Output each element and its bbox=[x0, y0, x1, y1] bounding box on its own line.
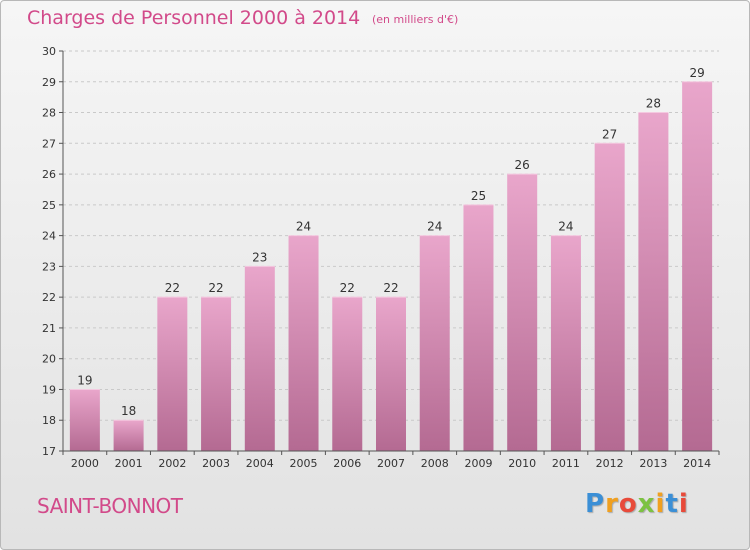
x-tick-label: 2006 bbox=[333, 457, 361, 470]
x-tick-label: 2013 bbox=[639, 457, 667, 470]
bar-2011 bbox=[550, 235, 581, 451]
x-tick-label: 2001 bbox=[115, 457, 143, 470]
logo-letter: o bbox=[618, 489, 638, 519]
logo-letter: P bbox=[585, 489, 606, 519]
x-tick-label: 2002 bbox=[158, 457, 186, 470]
x-tick-label: 2012 bbox=[596, 457, 624, 470]
x-tick-label: 2008 bbox=[421, 457, 449, 470]
data-label: 25 bbox=[471, 189, 486, 203]
data-label: 22 bbox=[165, 281, 180, 295]
data-label: 26 bbox=[515, 158, 530, 172]
y-tick-label: 26 bbox=[42, 168, 56, 181]
x-tick-label: 2009 bbox=[464, 457, 492, 470]
y-axis: 17 18 19 20 21 22 23 24 25 26 27 28 29 30 bbox=[42, 45, 64, 458]
bar-2002 bbox=[157, 297, 188, 451]
bar-2000 bbox=[69, 389, 100, 451]
y-tick-label: 20 bbox=[42, 353, 56, 366]
bar-2007 bbox=[376, 297, 406, 451]
bars bbox=[69, 81, 713, 452]
data-label: 29 bbox=[689, 66, 704, 80]
bar-2012 bbox=[594, 143, 625, 452]
y-tick-label: 19 bbox=[42, 383, 56, 396]
x-tick-label: 2007 bbox=[377, 457, 405, 470]
chart-title: Charges de Personnel 2000 à 2014 bbox=[27, 7, 361, 29]
logo-letter: i bbox=[655, 489, 666, 519]
bar-2008 bbox=[419, 235, 450, 451]
y-tick-label: 18 bbox=[42, 414, 56, 427]
x-tick-label: 2000 bbox=[71, 457, 99, 470]
data-label: 22 bbox=[208, 281, 223, 295]
logo-letter: x bbox=[637, 489, 656, 519]
bar-2010 bbox=[507, 174, 538, 452]
x-axis: 2000 2001 2002 2003 2004 2005 2006 2007 2008 2009… bbox=[62, 450, 720, 470]
data-label: 24 bbox=[296, 220, 311, 234]
data-label: 24 bbox=[558, 220, 573, 234]
y-tick-label: 30 bbox=[42, 45, 56, 58]
data-label: 19 bbox=[77, 373, 92, 387]
bar-2009 bbox=[463, 204, 494, 451]
y-tick-label: 22 bbox=[42, 291, 56, 304]
y-tick-label: 17 bbox=[42, 445, 56, 458]
bar-2004 bbox=[244, 266, 275, 451]
data-label: 22 bbox=[340, 281, 355, 295]
y-tick-label: 23 bbox=[42, 260, 56, 273]
y-tick-label: 21 bbox=[42, 322, 56, 335]
y-tick-label: 25 bbox=[42, 199, 56, 212]
data-label: 23 bbox=[252, 250, 267, 264]
y-tick-label: 24 bbox=[42, 230, 56, 243]
y-tick-label: 28 bbox=[42, 107, 56, 120]
data-label: 24 bbox=[427, 220, 442, 234]
data-label: 18 bbox=[121, 404, 136, 418]
x-tick-label: 2014 bbox=[683, 457, 711, 470]
bar-2005 bbox=[288, 235, 319, 451]
x-tick-label: 2011 bbox=[552, 457, 580, 470]
data-label: 22 bbox=[383, 281, 398, 295]
y-tick-label: 29 bbox=[42, 76, 56, 89]
logo-letter: t bbox=[665, 489, 679, 519]
bar-2006 bbox=[332, 297, 363, 451]
x-tick-label: 2005 bbox=[290, 457, 318, 470]
bar-2014 bbox=[682, 81, 713, 452]
data-labels: 19 18 22 22 23 24 22 22 24 25 26 24 27 28 29 bbox=[77, 66, 705, 418]
y-tick-label: 27 bbox=[42, 137, 56, 150]
bar-2001 bbox=[113, 420, 144, 451]
logo-letter: i bbox=[678, 489, 689, 519]
bar-2013 bbox=[638, 112, 669, 452]
bar-2003 bbox=[201, 297, 232, 451]
commune-name: SAINT-BONNOT bbox=[37, 494, 183, 518]
data-label: 28 bbox=[646, 97, 661, 111]
x-tick-label: 2003 bbox=[202, 457, 230, 470]
x-tick-label: 2010 bbox=[508, 457, 536, 470]
chart-subtitle: (en milliers d'€) bbox=[372, 13, 459, 26]
data-label: 27 bbox=[602, 127, 617, 141]
x-tick-label: 2004 bbox=[246, 457, 274, 470]
logo-letter: r bbox=[605, 489, 619, 519]
proxiti-logo: Proxiti bbox=[585, 489, 689, 519]
